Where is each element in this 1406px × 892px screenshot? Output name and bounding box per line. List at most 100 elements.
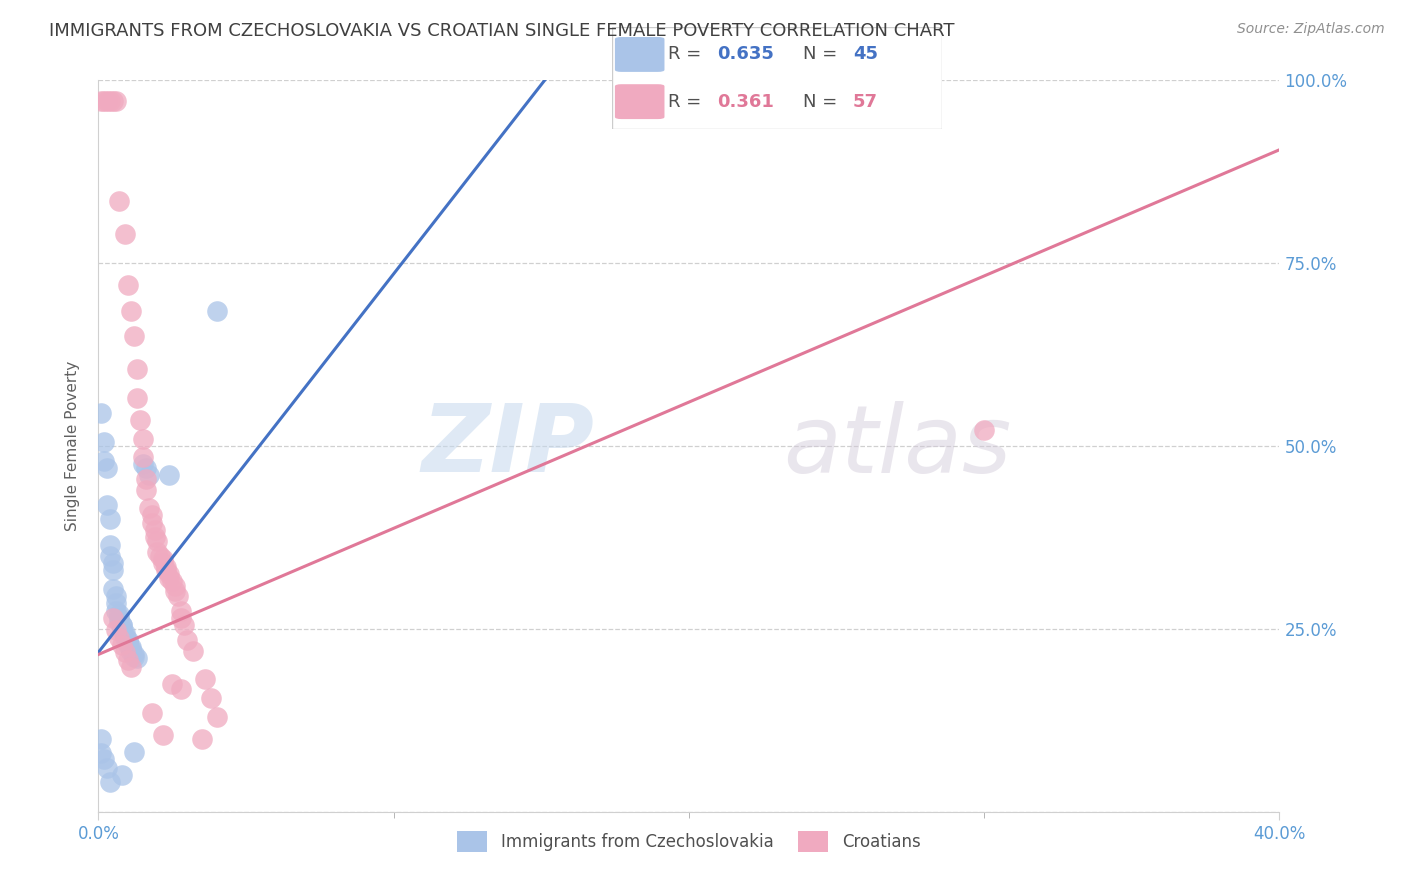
Point	[114, 631, 136, 645]
Point	[90, 94, 112, 108]
Point	[173, 618, 195, 632]
Text: 0.635: 0.635	[717, 45, 775, 63]
Point	[117, 632, 139, 647]
Point	[103, 563, 125, 577]
Point	[117, 638, 139, 652]
Text: 0.361: 0.361	[717, 93, 775, 111]
Point	[125, 362, 148, 376]
Text: ZIP: ZIP	[422, 400, 595, 492]
Point	[108, 631, 131, 645]
Point	[93, 435, 115, 450]
Point	[155, 559, 177, 574]
Point	[105, 603, 128, 617]
Legend: Immigrants from Czechoslovakia, Croatians: Immigrants from Czechoslovakia, Croatian…	[451, 824, 927, 858]
Point	[181, 644, 204, 658]
Point	[135, 483, 157, 497]
Point	[146, 545, 169, 559]
Point	[120, 303, 142, 318]
Point	[141, 516, 163, 530]
Point	[111, 618, 134, 632]
Point	[96, 461, 118, 475]
Point	[111, 638, 134, 652]
Point	[111, 618, 134, 632]
Point	[191, 731, 214, 746]
Point	[165, 579, 187, 593]
Point	[90, 731, 112, 746]
FancyBboxPatch shape	[614, 37, 665, 72]
Point	[170, 611, 193, 625]
Text: 57: 57	[853, 93, 877, 111]
Point	[149, 549, 172, 563]
Point	[138, 468, 160, 483]
Point	[108, 611, 131, 625]
Point	[120, 660, 142, 674]
FancyBboxPatch shape	[614, 84, 665, 119]
Point	[205, 303, 228, 318]
Point	[108, 615, 131, 629]
Point	[111, 768, 134, 782]
Text: IMMIGRANTS FROM CZECHOSLOVAKIA VS CROATIAN SINGLE FEMALE POVERTY CORRELATION CHA: IMMIGRANTS FROM CZECHOSLOVAKIA VS CROATI…	[49, 22, 955, 40]
Point	[122, 649, 145, 664]
Point	[120, 640, 142, 655]
Point	[108, 607, 131, 622]
Point	[170, 603, 193, 617]
Point	[162, 574, 183, 589]
Point	[90, 406, 112, 420]
Point	[132, 457, 155, 471]
Point	[157, 567, 180, 582]
Point	[98, 512, 121, 526]
Point	[165, 583, 187, 598]
Point	[117, 636, 139, 650]
Point	[125, 651, 148, 665]
Point	[105, 596, 128, 610]
Point	[125, 392, 148, 406]
Point	[122, 329, 145, 343]
Y-axis label: Single Female Poverty: Single Female Poverty	[65, 361, 80, 531]
Point	[103, 94, 125, 108]
Point	[135, 461, 157, 475]
Point	[122, 745, 145, 759]
Point	[117, 652, 139, 666]
Text: N =: N =	[803, 45, 838, 63]
Point	[103, 611, 125, 625]
Point	[135, 472, 157, 486]
Text: R =: R =	[668, 45, 702, 63]
Point	[141, 508, 163, 523]
Point	[170, 681, 193, 696]
Point	[93, 453, 115, 467]
Point	[152, 556, 174, 570]
Point	[162, 676, 183, 690]
Point	[93, 752, 115, 766]
Text: 45: 45	[853, 45, 877, 63]
Point	[155, 563, 177, 577]
Point	[122, 648, 145, 662]
Text: N =: N =	[803, 93, 838, 111]
Point	[114, 629, 136, 643]
Point	[98, 775, 121, 789]
Point	[146, 534, 169, 549]
Point	[103, 556, 125, 570]
Point	[132, 450, 155, 464]
Point	[143, 530, 166, 544]
Point	[117, 278, 139, 293]
Point	[114, 625, 136, 640]
Point	[194, 672, 217, 686]
Point	[114, 645, 136, 659]
Point	[176, 632, 198, 647]
Point	[120, 645, 142, 659]
Point	[128, 413, 150, 427]
Point	[96, 761, 118, 775]
Point	[120, 642, 142, 657]
Point	[111, 624, 134, 638]
Point	[117, 635, 139, 649]
Point	[108, 194, 131, 208]
Point	[90, 746, 112, 760]
Point	[143, 523, 166, 537]
Point	[96, 498, 118, 512]
Point	[138, 501, 160, 516]
Text: R =: R =	[668, 93, 702, 111]
Text: Source: ZipAtlas.com: Source: ZipAtlas.com	[1237, 22, 1385, 37]
Point	[167, 589, 190, 603]
Point	[141, 706, 163, 720]
Point	[96, 94, 118, 108]
